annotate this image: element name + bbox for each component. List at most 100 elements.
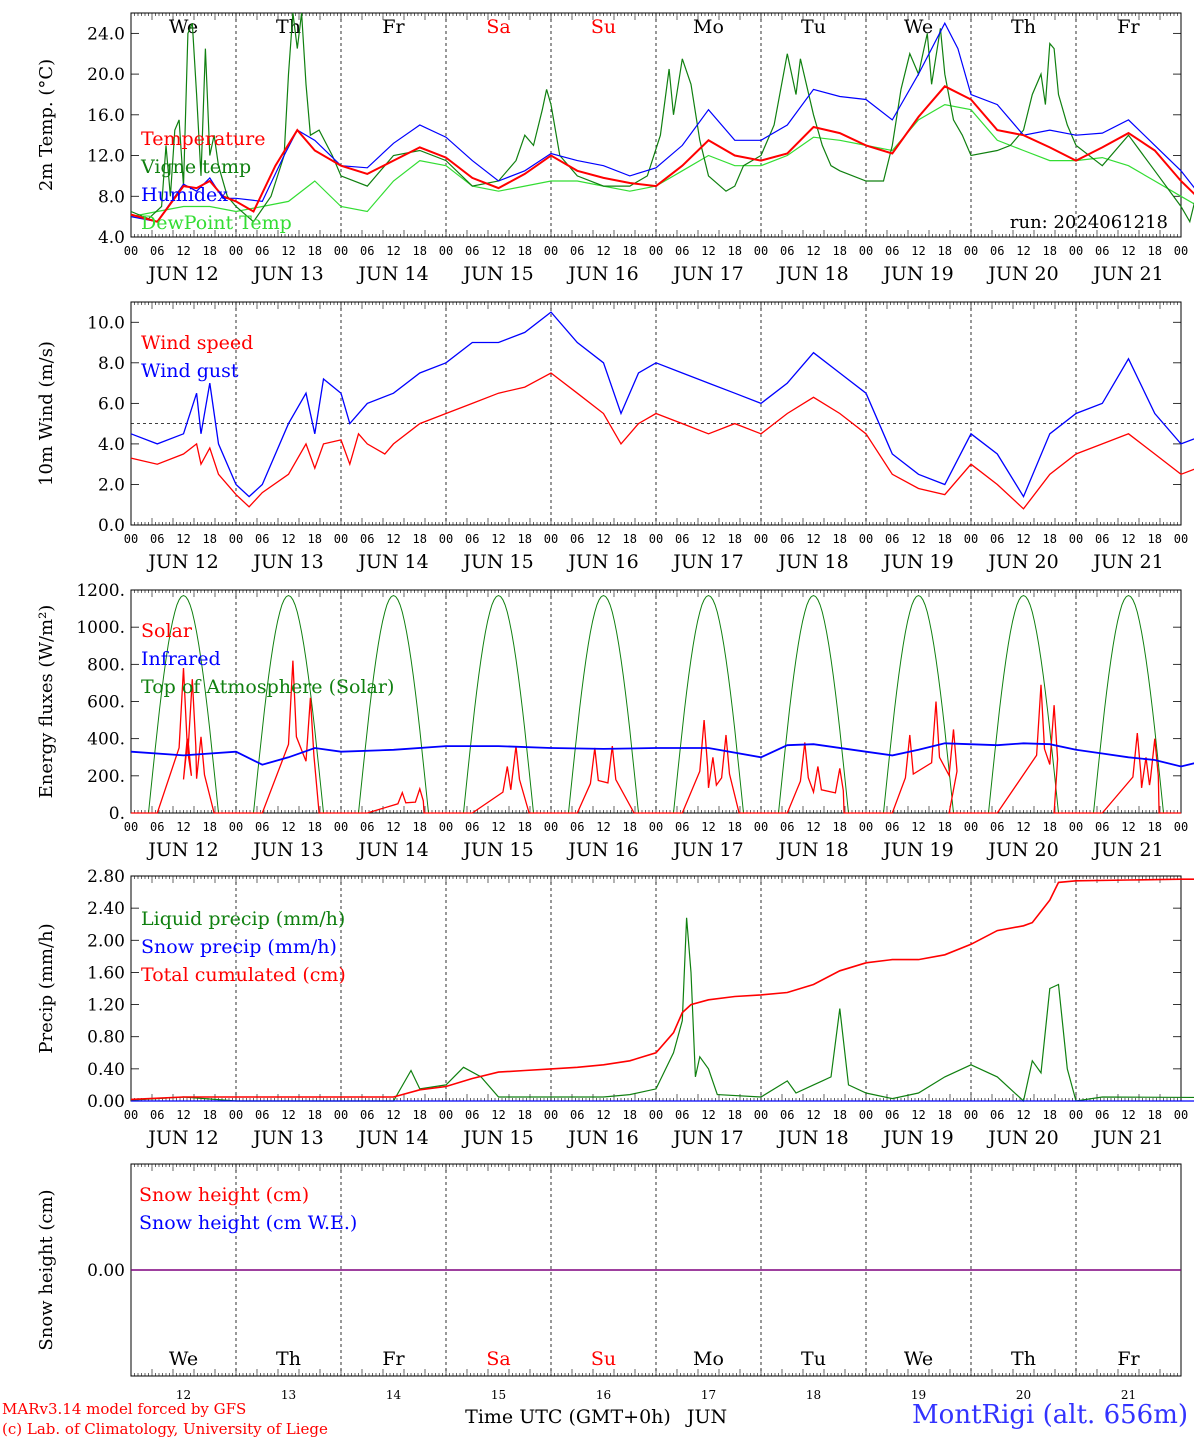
hour-tick-label: 06 [885,820,899,834]
hour-tick-label: 12 [596,1108,610,1122]
hour-tick-label: 12 [281,244,295,258]
hour-tick-label: 18 [518,244,532,258]
hour-tick-label: 12 [911,820,925,834]
hour-tick-label: 06 [780,244,794,258]
day-name: Sa [486,1348,510,1370]
hour-tick-label: 06 [255,532,269,546]
hour-tick-label: 06 [780,820,794,834]
hour-tick-label: 06 [990,244,1004,258]
hour-tick-label: 00 [439,1108,453,1122]
hour-tick-label: 18 [833,1108,847,1122]
x-axis-month: JUN [685,1406,727,1428]
hour-tick-label: 18 [1148,532,1162,546]
hour-tick-label: 00 [544,820,558,834]
y-tick-label: 0.0 [98,516,125,536]
hour-tick-label: 06 [255,244,269,258]
hour-tick-label: 00 [964,820,978,834]
hour-tick-label: 00 [1069,532,1083,546]
hour-tick-label: 06 [1095,1108,1109,1122]
legend-entry: Snow height (cm W.E.) [139,1212,357,1234]
legend-entry: Wind speed [141,332,253,354]
hour-tick-label: 12 [701,532,715,546]
y-tick-label: 2.00 [87,931,125,951]
date-label: JUN 17 [671,263,743,285]
y-tick-label: 0.40 [87,1060,125,1080]
day-name: Fr [1117,1348,1140,1370]
legend-entry: Top of Atmosphere (Solar) [141,676,394,698]
hour-tick-label: 18 [203,820,217,834]
hour-tick-label: 06 [360,532,374,546]
hour-tick-label: 00 [859,244,873,258]
hour-tick-label: 18 [728,244,742,258]
y-tick-label: 2.40 [87,899,125,919]
hour-tick-label: 00 [334,1108,348,1122]
hour-tick-label: 12 [806,532,820,546]
hour-tick-label: 12 [911,244,925,258]
hour-tick-label: 18 [518,1108,532,1122]
day-name: Sa [486,16,510,38]
hour-tick-label: 00 [229,1108,243,1122]
hour-tick-label: 06 [675,1108,689,1122]
hour-tick-label: 00 [439,820,453,834]
hour-tick-label: 00 [1174,820,1188,834]
date-label: JUN 20 [986,1127,1058,1149]
y-tick-label: 24.0 [87,24,125,44]
hour-tick-label: 00 [124,820,138,834]
hour-tick-label: 00 [1174,1108,1188,1122]
y-tick-label: 600. [87,693,125,713]
hour-tick-label: 06 [255,1108,269,1122]
hour-tick-label: 12 [806,244,820,258]
hour-tick-label: 06 [780,1108,794,1122]
day-name: Th [1011,1348,1036,1370]
date-label: JUN 18 [776,1127,848,1149]
legend-entry: Total cumulated (cm) [141,964,346,986]
hour-tick-label: 06 [150,532,164,546]
hour-tick-label: 00 [229,532,243,546]
y-tick-label: 0.00 [87,1092,125,1112]
y-tick-label: 0.00 [87,1261,125,1281]
hour-tick-label: 00 [334,820,348,834]
hour-tick-label: 06 [885,244,899,258]
hour-tick-label: 12 [491,820,505,834]
date-label: JUN 21 [1091,551,1163,573]
series-line [130,311,1194,499]
hour-tick-label: 12 [491,532,505,546]
date-label: JUN 21 [1091,1127,1163,1149]
y-tick-label: 16.0 [87,106,125,126]
hour-tick-label: 12 [596,820,610,834]
day-name: Tu [801,1348,826,1370]
date-label: JUN 14 [356,551,428,573]
hour-tick-label: 12 [176,820,190,834]
run-annotation: run: 2024061218 [1010,212,1168,233]
hour-tick-label: 00 [859,532,873,546]
date-label: JUN 16 [566,1127,638,1149]
hour-tick-label: 06 [570,1108,584,1122]
y-tick-label: 1.60 [87,963,125,983]
date-label: JUN 14 [356,263,428,285]
series-line [130,372,1194,510]
hour-tick-label: 06 [255,820,269,834]
date-label: JUN 20 [986,551,1058,573]
hour-tick-label: 18 [728,820,742,834]
hour-tick-label: 06 [1095,244,1109,258]
date-label: JUN 19 [881,551,953,573]
hour-tick-label: 12 [386,820,400,834]
series-line [130,917,1194,1103]
date-label: JUN 14 [356,1127,428,1149]
hour-tick-label: 00 [544,1108,558,1122]
hour-tick-label: 00 [544,244,558,258]
hour-tick-label: 12 [491,1108,505,1122]
hour-tick-label: 00 [334,532,348,546]
hour-tick-label: 00 [649,820,663,834]
hour-tick-label: 00 [1069,820,1083,834]
hour-tick-label: 12 [176,532,190,546]
credit-model: MARv3.14 model forced by GFS [2,1400,247,1418]
hour-tick-label: 18 [728,1108,742,1122]
day-name: We [169,1348,198,1370]
hour-tick-label: 00 [1174,244,1188,258]
hour-tick-label: 12 [1016,244,1030,258]
y-tick-label: 8.0 [98,187,125,207]
panel-frame-3 [130,589,1182,814]
y-tick-label: 4.0 [98,435,125,455]
